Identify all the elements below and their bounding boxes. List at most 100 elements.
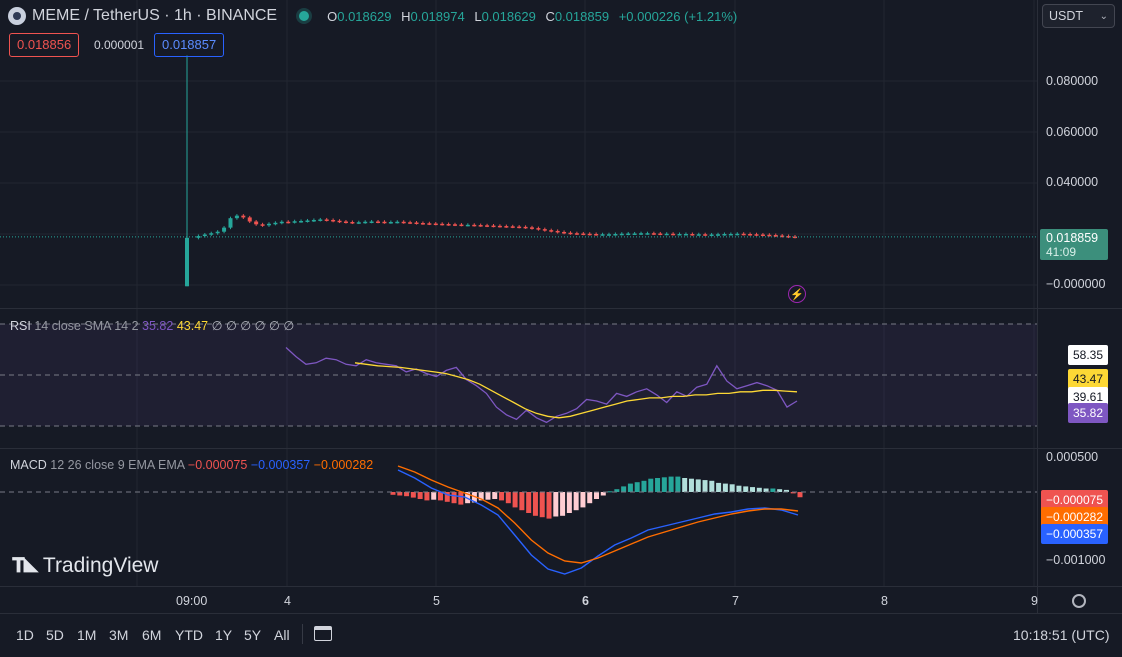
candle-body (690, 234, 695, 236)
macd-histogram-bar (566, 492, 572, 513)
macd-histogram-bar (770, 488, 776, 492)
sell-button[interactable]: 0.018856 (9, 33, 80, 57)
macd-histogram-bar (750, 487, 756, 492)
macd-histogram-bar (743, 486, 749, 492)
candle-body (395, 221, 400, 224)
range-button-5d[interactable]: 5D (46, 627, 64, 643)
calendar-icon[interactable] (314, 626, 332, 641)
candle-body (222, 227, 227, 232)
macd-histogram-bar (722, 483, 728, 492)
candle-body (594, 234, 599, 236)
currency-select[interactable]: USDT ⌄ (1042, 4, 1115, 28)
macd-histogram-bar (451, 492, 457, 504)
macd-params: 12 26 close 9 EMA EMA (50, 458, 185, 472)
macd-histogram-bar (797, 492, 803, 498)
open-value: 0.018629 (337, 8, 392, 24)
candle-body (773, 235, 778, 237)
range-button-all[interactable]: All (274, 627, 290, 643)
macd-histogram-bar (621, 486, 627, 492)
price-tick: 0.060000 (1046, 125, 1099, 139)
candle-body (459, 224, 464, 227)
symbol-title[interactable]: MEME / TetherUS · 1h · BINANCE (32, 7, 278, 24)
candle-body (215, 231, 220, 234)
pane-divider-macd[interactable] (0, 448, 1122, 449)
candle-body (722, 234, 727, 236)
time-tick: 8 (881, 594, 888, 608)
candle-body (376, 221, 381, 224)
candle-body (491, 225, 496, 228)
macd-histogram-bar (763, 488, 769, 492)
range-button-3m[interactable]: 3M (109, 627, 129, 643)
macd-histogram-bar (756, 487, 762, 492)
currency-select-value: USDT (1049, 9, 1084, 23)
candle-body (671, 233, 676, 236)
macd-signal-axis-label: −0.000282 (1040, 507, 1108, 527)
rsi-axis-label: 39.61 (1067, 387, 1108, 407)
candle-body (581, 233, 586, 235)
macd-histogram-bar (783, 489, 789, 492)
range-button-ytd[interactable]: YTD (175, 627, 203, 643)
macd-histogram-bar (600, 492, 606, 496)
gear-icon[interactable] (1072, 594, 1086, 608)
range-button-1y[interactable]: 1Y (215, 627, 233, 643)
candle-body (741, 233, 746, 236)
macd-histogram-bar (424, 492, 430, 501)
candle-body (619, 233, 624, 236)
macd-histogram-bar (499, 492, 505, 501)
candle-body (356, 222, 361, 224)
candle-body (542, 229, 547, 231)
rsi-sma-axis-label: 43.47 (1067, 369, 1108, 389)
macd-histogram-bar (485, 492, 491, 500)
candle-body (677, 234, 682, 236)
tradingview-watermark[interactable]: 𝐓◣ TradingView (12, 554, 158, 578)
range-button-1d[interactable]: 1D (16, 627, 34, 643)
time-tick: 6 (582, 594, 589, 608)
rsi-legend[interactable]: RSI 14 close SMA 14 2 35.82 43.47 ∅ ∅ ∅ … (10, 318, 294, 333)
candle-body (683, 234, 688, 236)
range-button-1m[interactable]: 1M (77, 627, 97, 643)
macd-histogram-bar (512, 492, 518, 508)
range-button-5y[interactable]: 5Y (244, 627, 262, 643)
rsi-sma-value: 43.47 (176, 319, 209, 333)
macd-signal-value: −0.000282 (313, 458, 374, 472)
candle-body (529, 227, 534, 229)
price-tick: −0.000000 (1046, 277, 1106, 291)
last-price-label: 0.018859 41:09 (1040, 229, 1108, 260)
buy-button[interactable]: 0.018857 (154, 33, 225, 57)
macd-histogram-bar (634, 482, 640, 492)
range-button-6m[interactable]: 6M (142, 627, 162, 643)
utc-clock[interactable]: 10:18:51 (UTC) (1013, 627, 1110, 643)
candle-body (305, 220, 310, 222)
macd-histogram-bar (539, 492, 545, 518)
lightning-icon[interactable]: ⚡ (788, 285, 806, 303)
market-status-icon[interactable] (299, 11, 310, 21)
toolbar-border (0, 613, 1122, 614)
macd-histogram-bar (709, 480, 715, 492)
candle-body (703, 234, 708, 236)
macd-legend[interactable]: MACD 12 26 close 9 EMA EMA −0.000075 −0.… (10, 458, 373, 472)
macd-histogram-bar (790, 492, 796, 494)
close-value: 0.018859 (554, 8, 610, 24)
macd-histogram-bar (661, 477, 667, 492)
candle-body (241, 215, 246, 218)
time-tick: 5 (433, 594, 440, 608)
macd-histogram-bar (729, 484, 735, 492)
candle-body (286, 221, 291, 224)
macd-histogram-bar (560, 492, 566, 516)
macd-line-axis-label: −0.000357 (1040, 524, 1108, 544)
candle-body (388, 222, 393, 224)
macd-histogram-bar (695, 479, 701, 492)
macd-histogram-bar (682, 478, 688, 492)
candle-body (786, 236, 791, 238)
candle-body (780, 235, 785, 238)
macd-histogram-bar (688, 478, 694, 492)
candle-body (209, 233, 214, 235)
candle-body (504, 226, 509, 228)
macd-histogram-bar (641, 480, 647, 492)
macd-histogram-bar (397, 492, 403, 496)
macd-histogram-bar (410, 492, 416, 498)
chevron-down-icon: ⌄ (1099, 10, 1108, 22)
pane-divider-rsi[interactable] (0, 308, 1122, 309)
macd-histogram-bar (777, 489, 783, 492)
